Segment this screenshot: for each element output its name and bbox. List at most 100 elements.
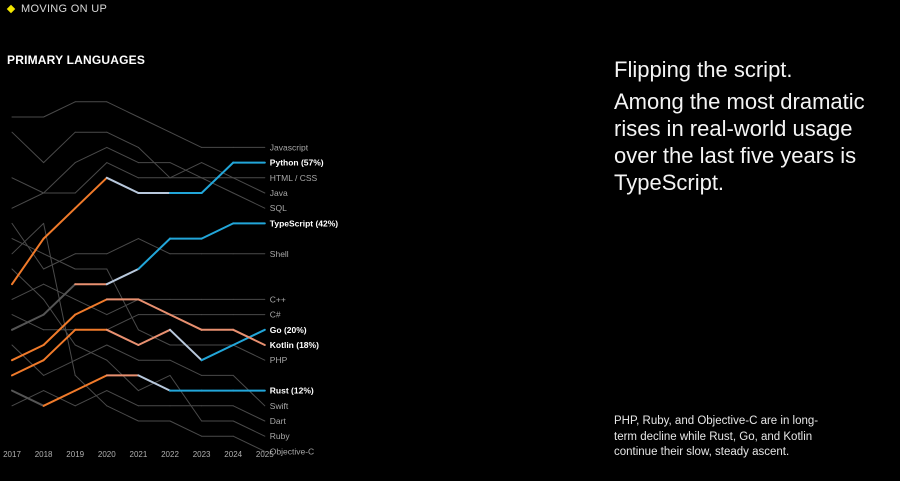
segment-javascript-2020 xyxy=(106,101,139,118)
segment-sql-2023 xyxy=(201,177,234,194)
series-label-php: PHP xyxy=(270,355,288,365)
segment-shell-2020 xyxy=(106,238,139,255)
segment-dart-2024 xyxy=(232,405,266,422)
segment-typescript-2023 xyxy=(200,222,235,240)
series-go: Go (20%) xyxy=(11,325,307,377)
segment-swift-2020 xyxy=(106,344,139,361)
series-rust: Rust (12%) xyxy=(11,374,314,407)
x-tick-2020: 2020 xyxy=(98,450,116,459)
segment-swift-2022 xyxy=(169,359,203,376)
headline-line2: Among the most dramatic rises in real-wo… xyxy=(614,89,865,195)
series-label-shell: Shell xyxy=(270,249,289,259)
segment-go-2021 xyxy=(137,328,171,346)
segment-shell-2021 xyxy=(137,238,171,255)
segment-sql-2017 xyxy=(11,192,45,209)
segment-rust-2019 xyxy=(74,374,108,392)
x-tick-2025: 2025 xyxy=(256,450,274,459)
segment-kotlin-2024 xyxy=(232,328,266,346)
segment-java-2019 xyxy=(74,146,108,164)
segment-dart-2020 xyxy=(106,390,139,407)
segment-php-2024 xyxy=(232,344,266,361)
segment-typescript-2018 xyxy=(42,283,77,316)
segment-javascript-2018 xyxy=(43,101,76,118)
segment-c-2020 xyxy=(106,298,139,316)
segment-ruby-2024 xyxy=(232,420,266,437)
segment-python-2018 xyxy=(42,207,77,240)
segment-python-2023 xyxy=(200,161,235,194)
segment-rust-2017 xyxy=(11,389,45,407)
segment-swift-2017 xyxy=(11,344,45,376)
segment-ruby-2022 xyxy=(169,374,203,422)
segment-c-2020 xyxy=(106,314,139,331)
segment-ruby-2017 xyxy=(11,268,45,300)
segment-ruby-2019 xyxy=(74,344,108,361)
segment-objective-c-2022 xyxy=(169,420,203,437)
series-label-python: Python (57%) xyxy=(270,158,324,168)
series-label-rust: Rust (12%) xyxy=(270,386,314,396)
series-label-sql: SQL xyxy=(270,203,287,213)
segment-kotlin-2022 xyxy=(169,313,203,331)
segment-typescript-2017 xyxy=(11,313,45,331)
x-tick-2024: 2024 xyxy=(224,450,242,459)
series-label-c: C# xyxy=(270,310,281,320)
segment-html-css-2023 xyxy=(201,162,234,179)
series-sql: SQL xyxy=(11,162,287,213)
eyebrow: MOVING ON UP xyxy=(6,3,108,15)
segment-dart-2019 xyxy=(74,390,108,407)
segment-php-2018 xyxy=(43,253,76,270)
series-label-objective-c: Objective-C xyxy=(270,446,314,456)
series-label-ruby: Ruby xyxy=(270,431,291,441)
x-tick-2023: 2023 xyxy=(193,450,211,459)
segment-sql-2020 xyxy=(106,162,139,179)
segment-rust-2021 xyxy=(137,374,171,392)
segment-objective-c-2017 xyxy=(11,222,45,255)
segment-java-2024 xyxy=(232,177,266,194)
series-c: C++ xyxy=(11,283,286,316)
series-javascript: Javascript xyxy=(11,101,309,152)
segment-objective-c-2019 xyxy=(74,374,108,407)
chart-title: PRIMARY LANGUAGES xyxy=(7,53,146,67)
segment-html-css-2020 xyxy=(106,131,139,148)
segment-sql-2019 xyxy=(74,162,108,194)
series-label-html-css: HTML / CSS xyxy=(270,173,318,183)
segment-java-2018 xyxy=(43,162,76,194)
segment-objective-c-2020 xyxy=(106,405,139,422)
segment-javascript-2021 xyxy=(137,116,171,133)
segment-html-css-2017 xyxy=(11,131,45,164)
series-label-swift: Swift xyxy=(270,401,289,411)
series-label-javascript: Javascript xyxy=(270,142,309,152)
x-tick-2018: 2018 xyxy=(35,450,53,459)
segment-go-2018 xyxy=(42,328,77,362)
segment-html-css-2018 xyxy=(43,131,76,164)
bump-chart: Javascript HTML / CSS Java SQL Shell C++ C# PHP… xyxy=(3,101,338,459)
segment-go-2023 xyxy=(200,344,235,362)
headline-line1: Flipping the script. xyxy=(614,57,793,82)
x-tick-2019: 2019 xyxy=(66,450,84,459)
series-dart: Dart xyxy=(11,390,286,426)
x-tick-2022: 2022 xyxy=(161,450,179,459)
segment-php-2017 xyxy=(11,238,45,255)
segment-java-2020 xyxy=(106,146,139,164)
footnote: PHP, Ruby, and Objective-C are in long-t… xyxy=(614,415,819,458)
segment-sql-2024 xyxy=(232,192,266,209)
series-label-go: Go (20%) xyxy=(270,325,307,335)
series-ruby: Ruby xyxy=(11,268,291,441)
segment-kotlin-2018 xyxy=(42,313,77,346)
segment-ruby-2018 xyxy=(43,298,76,346)
eyebrow-label: MOVING ON UP xyxy=(21,3,108,15)
segment-go-2022 xyxy=(169,328,203,362)
segment-python-2019 xyxy=(74,176,108,210)
segment-kotlin-2021 xyxy=(137,298,171,316)
segment-c-2018 xyxy=(43,283,76,300)
segment-typescript-2020 xyxy=(105,268,140,286)
segment-typescript-2021 xyxy=(137,237,171,270)
x-tick-2017: 2017 xyxy=(3,450,21,459)
segment-java-2022 xyxy=(169,162,203,179)
series-label-c: C++ xyxy=(270,294,286,304)
segment-rust-2018 xyxy=(42,389,77,407)
segment-kotlin-2017 xyxy=(11,344,45,362)
segment-python-2017 xyxy=(11,237,45,286)
headline: Flipping the script. Among the most dram… xyxy=(614,56,894,201)
series-label-kotlin: Kotlin (18%) xyxy=(270,340,319,350)
series-label-java: Java xyxy=(270,188,288,198)
